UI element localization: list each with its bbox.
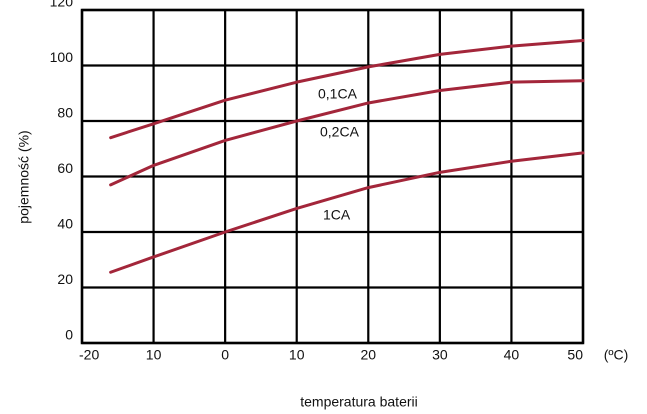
y-tick-label: 40: [57, 216, 73, 232]
y-tick-label: 100: [50, 49, 74, 65]
series-line: [109, 151, 585, 274]
series-line: [109, 39, 585, 140]
x-tick-label: 40: [504, 347, 520, 363]
series-label: 1CA: [323, 207, 351, 223]
x-tick-label: 0: [221, 347, 229, 363]
x-tick-label: 30: [432, 347, 448, 363]
x-tick-label: 50: [567, 347, 583, 363]
x-tick-label: 10: [146, 347, 162, 363]
x-tick-label: 10: [289, 347, 305, 363]
y-tick-label: 80: [57, 105, 73, 121]
y-tick-label: 120: [50, 0, 74, 10]
series-label: 0,1CA: [318, 86, 358, 102]
y-tick-label: 20: [57, 271, 73, 287]
x-tick-label: -20: [79, 347, 99, 363]
y-tick-label: 0: [65, 327, 73, 343]
plot-frame: [80, 8, 585, 345]
y-axis-label: pojemność (%): [16, 130, 32, 223]
x-axis-label: temperatura baterii: [300, 394, 418, 410]
x-axis-unit: (ºC): [604, 347, 629, 363]
y-tick-label: 60: [57, 160, 73, 176]
x-tick-label: 20: [360, 347, 376, 363]
series-line: [109, 79, 585, 187]
series-label: 0,2CA: [320, 124, 360, 140]
